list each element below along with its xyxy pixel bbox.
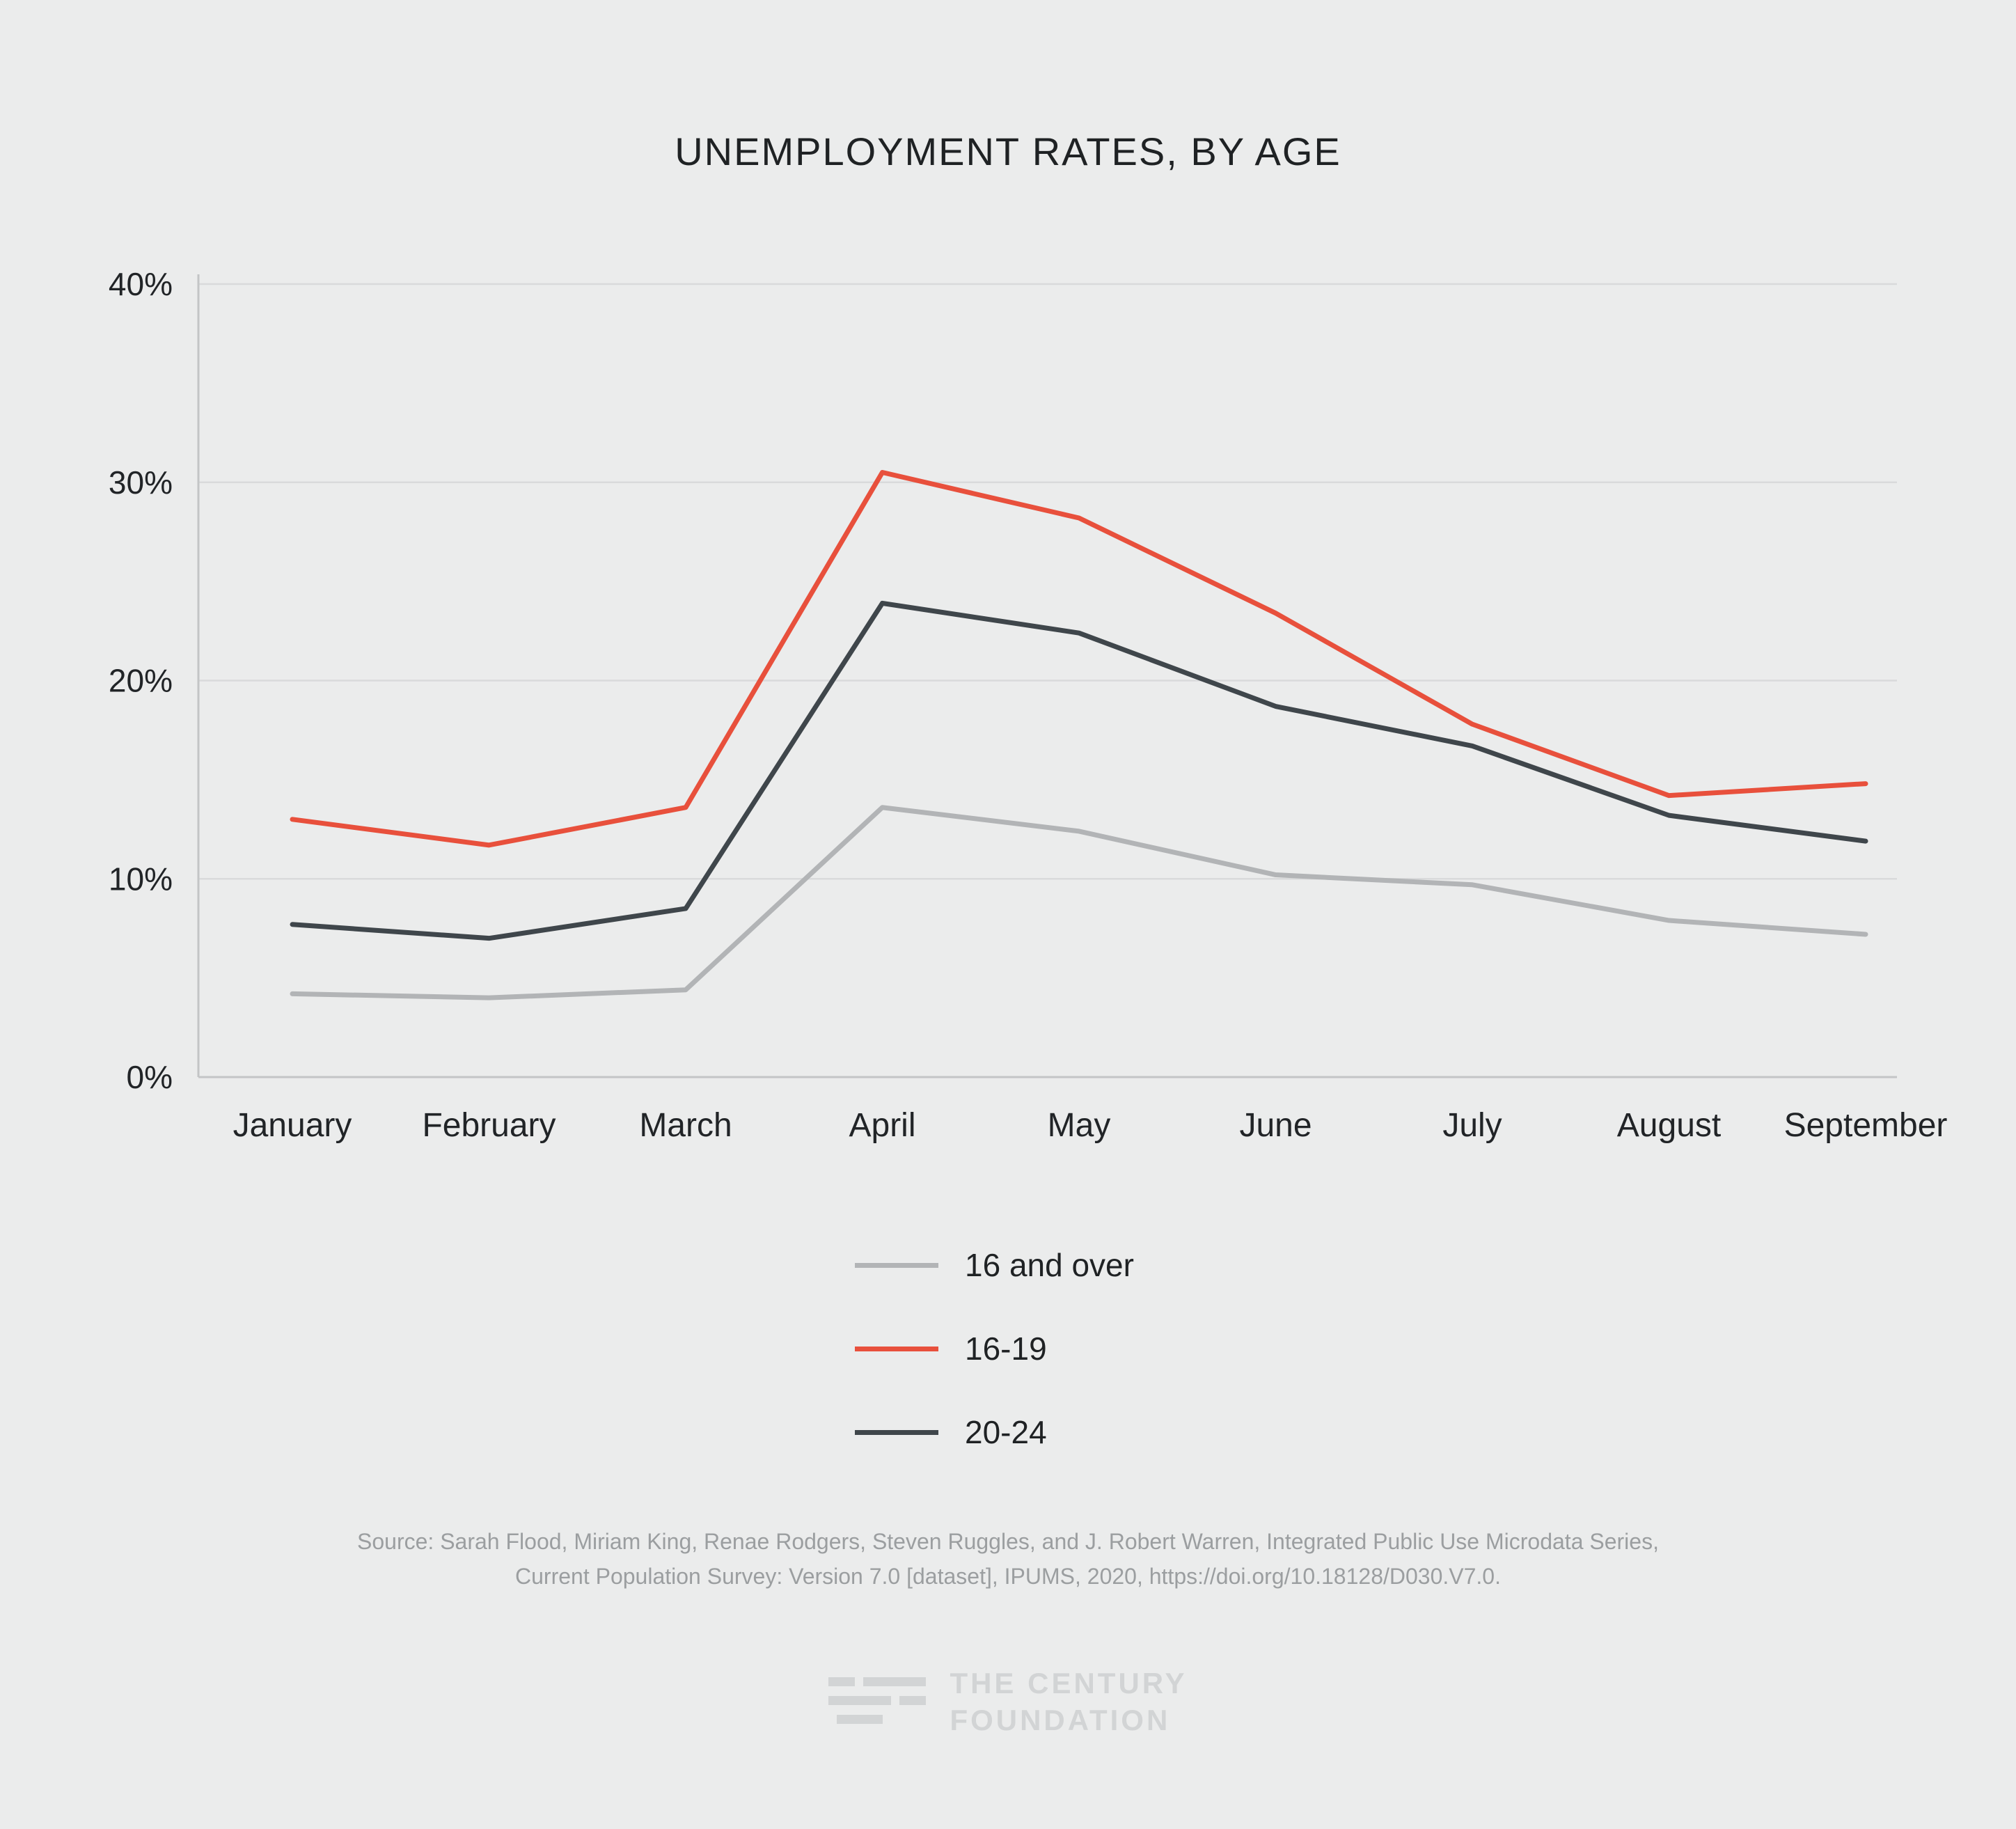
tcf-logo-line-2: FOUNDATION bbox=[950, 1703, 1171, 1736]
x-axis-month-label: February bbox=[422, 1107, 556, 1144]
x-axis-month-label: June bbox=[1239, 1107, 1312, 1144]
x-axis-month-label: March bbox=[639, 1107, 732, 1144]
y-axis-tick-label: 40% bbox=[109, 266, 173, 302]
x-axis-month-label: April bbox=[849, 1107, 915, 1144]
source-line-2: Current Population Survey: Version 7.0 [… bbox=[515, 1563, 1501, 1589]
y-axis-tick-label: 0% bbox=[127, 1059, 173, 1095]
y-axis-tick-label: 30% bbox=[109, 464, 173, 501]
legend-swatch-16-and-over bbox=[855, 1262, 938, 1268]
tcf-logo-mark-icon bbox=[828, 1677, 927, 1724]
series-line-16-and-over bbox=[290, 805, 1868, 1000]
tcf-logo: THE CENTURY FOUNDATION bbox=[0, 1665, 2016, 1738]
source-note: Source: Sarah Flood, Miriam King, Renae … bbox=[0, 1525, 2016, 1594]
x-axis-month-label: August bbox=[1617, 1107, 1721, 1144]
y-axis-tick-label: 10% bbox=[109, 861, 173, 897]
series-line-20-24 bbox=[290, 600, 1868, 941]
legend-swatch-20-24 bbox=[855, 1429, 938, 1435]
chart-legend: 16 and over 16-19 20-24 bbox=[855, 1246, 1134, 1451]
x-axis-month-label: January bbox=[233, 1107, 352, 1144]
legend-label-16-19: 16-19 bbox=[965, 1330, 1047, 1367]
x-axis-month-label: September bbox=[1784, 1107, 1948, 1144]
legend-label-20-24: 20-24 bbox=[965, 1414, 1047, 1450]
chart-title: UNEMPLOYMENT RATES, BY AGE bbox=[675, 129, 1341, 173]
legend-label-16-and-over: 16 and over bbox=[965, 1247, 1134, 1283]
source-line-1: Source: Sarah Flood, Miriam King, Renae … bbox=[357, 1529, 1659, 1554]
x-axis-month-label: July bbox=[1442, 1107, 1502, 1144]
legend-swatch-16-19 bbox=[855, 1346, 938, 1351]
line-chart: 0% 10% 20% 30% 40% January February March April M… bbox=[109, 266, 1948, 1144]
legend-item-20-24: 20-24 bbox=[855, 1413, 1134, 1451]
legend-item-16-19: 16-19 bbox=[855, 1330, 1134, 1367]
tcf-logo-line-1: THE CENTURY bbox=[950, 1667, 1188, 1700]
tcf-logo-text: THE CENTURY FOUNDATION bbox=[950, 1665, 1187, 1738]
x-axis-month-label: May bbox=[1048, 1107, 1111, 1144]
series-line-16-19 bbox=[290, 470, 1868, 848]
y-axis-tick-label: 20% bbox=[109, 663, 173, 699]
legend-item-16-and-over: 16 and over bbox=[855, 1246, 1134, 1284]
